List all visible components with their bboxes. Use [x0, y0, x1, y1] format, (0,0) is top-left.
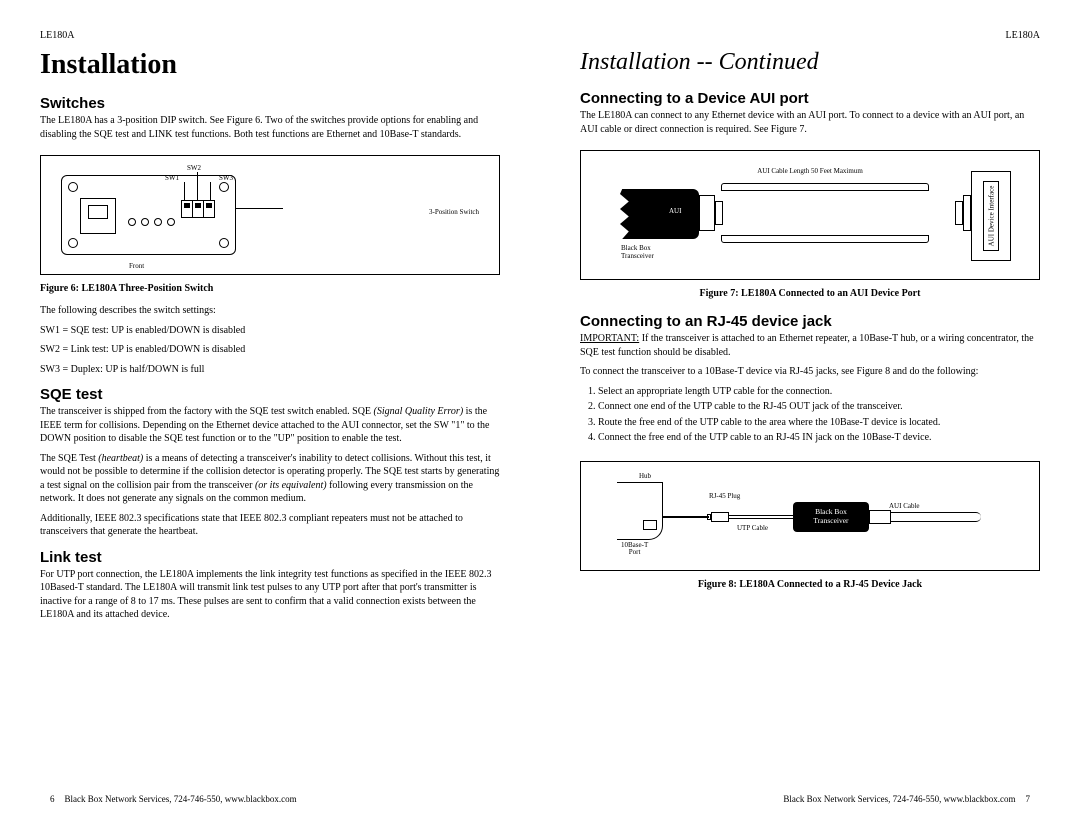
- figure-6: SW2 SW1 SW3 3-Position Switch Front: [40, 155, 500, 275]
- sw3-setting: SW3 = Duplex: UP is half/DOWN is full: [40, 363, 500, 377]
- header-model-r: LE180A: [580, 30, 1040, 41]
- rj45-p2: To connect the transceiver to a 10Base-T…: [580, 365, 1040, 379]
- fig6-caption: Figure 6: LE180A Three-Position Switch: [40, 283, 500, 294]
- link-p1: For UTP port connection, the LE180A impl…: [40, 568, 500, 622]
- heading-rj45: Connecting to an RJ-45 device jack: [580, 313, 1040, 330]
- title-installation-cont: Installation -- Continued: [580, 49, 1040, 76]
- heading-switches: Switches: [40, 95, 500, 112]
- rj45-steps: Select an appropriate length UTP cable f…: [580, 385, 1040, 447]
- fig8-utp-label: UTP Cable: [737, 524, 768, 532]
- fig8-port-label: 10Base-TPort: [621, 542, 648, 557]
- sw2-setting: SW2 = Link test: UP is enabled/DOWN is d…: [40, 343, 500, 357]
- fig8-hub-label: Hub: [639, 472, 651, 480]
- switch-settings-desc: The following describes the switch setti…: [40, 304, 500, 318]
- step-4: Connect the free end of the UTP cable to…: [598, 431, 1040, 445]
- fig6-front: Front: [129, 262, 144, 270]
- footer-text-r: Black Box Network Services, 724-746-550,…: [783, 794, 1015, 804]
- title-installation: Installation: [40, 49, 500, 81]
- fig6-sw2: SW2: [187, 164, 201, 172]
- page-number-r: 7: [1026, 794, 1031, 804]
- footer-text: Black Box Network Services, 724-746-550,…: [65, 794, 297, 804]
- fig8-caption: Figure 8: LE180A Connected to a RJ-45 De…: [580, 579, 1040, 590]
- heading-sqe: SQE test: [40, 386, 500, 403]
- heading-aui: Connecting to a Device AUI port: [580, 90, 1040, 107]
- sqe-p2: The SQE Test (heartbeat) is a means of d…: [40, 452, 500, 506]
- footer-right: Black Box Network Services, 724-746-550,…: [580, 788, 1040, 804]
- fig6-sw1: SW1: [165, 174, 179, 182]
- fig7-transceiver: [609, 189, 699, 239]
- step-1: Select an appropriate length UTP cable f…: [598, 385, 1040, 399]
- rj45-important: IMPORTANT: If the transceiver is attache…: [580, 332, 1040, 359]
- fig8-plug-label: RJ-45 Plug: [709, 492, 740, 500]
- fig7-caption: Figure 7: LE180A Connected to an AUI Dev…: [580, 288, 1040, 299]
- fig7-bb-label: Black BoxTransceiver: [621, 245, 654, 260]
- sw1-setting: SW1 = SQE test: UP is enabled/DOWN is di…: [40, 324, 500, 338]
- figure-8: Hub 10Base-TPort RJ-45 Plug UTP Cable Bl…: [580, 461, 1040, 571]
- fig7-aui-label: AUI: [669, 207, 681, 215]
- fig6-sw3: SW3: [219, 174, 233, 182]
- sqe-p3: Additionally, IEEE 802.3 specifications …: [40, 512, 500, 539]
- fig6-switch-note: 3-Position Switch: [429, 208, 479, 216]
- figure-7: AUI Cable Length 50 Feet Maximum AUI AUI…: [580, 150, 1040, 280]
- fig6-device: SW2 SW1 SW3: [61, 175, 236, 255]
- page-number: 6: [50, 794, 55, 804]
- fig7-device: AUI Device Interface: [971, 171, 1011, 261]
- sqe-p1: The transceiver is shipped from the fact…: [40, 405, 500, 446]
- footer-left: 6 Black Box Network Services, 724-746-55…: [40, 788, 500, 804]
- header-model: LE180A: [40, 30, 500, 41]
- aui-p1: The LE180A can connect to any Ethernet d…: [580, 109, 1040, 136]
- fig8-bb: Black BoxTransceiver: [793, 502, 869, 532]
- heading-link: Link test: [40, 549, 500, 566]
- fig8-aui-label: AUI Cable: [889, 502, 920, 510]
- step-2: Connect one end of the UTP cable to the …: [598, 400, 1040, 414]
- switches-intro: The LE180A has a 3-position DIP switch. …: [40, 114, 500, 141]
- step-3: Route the free end of the UTP cable to t…: [598, 416, 1040, 430]
- fig8-hub: [617, 482, 663, 540]
- page-left: LE180A Installation Switches The LE180A …: [0, 30, 540, 804]
- page-right: LE180A Installation -- Continued Connect…: [540, 30, 1080, 804]
